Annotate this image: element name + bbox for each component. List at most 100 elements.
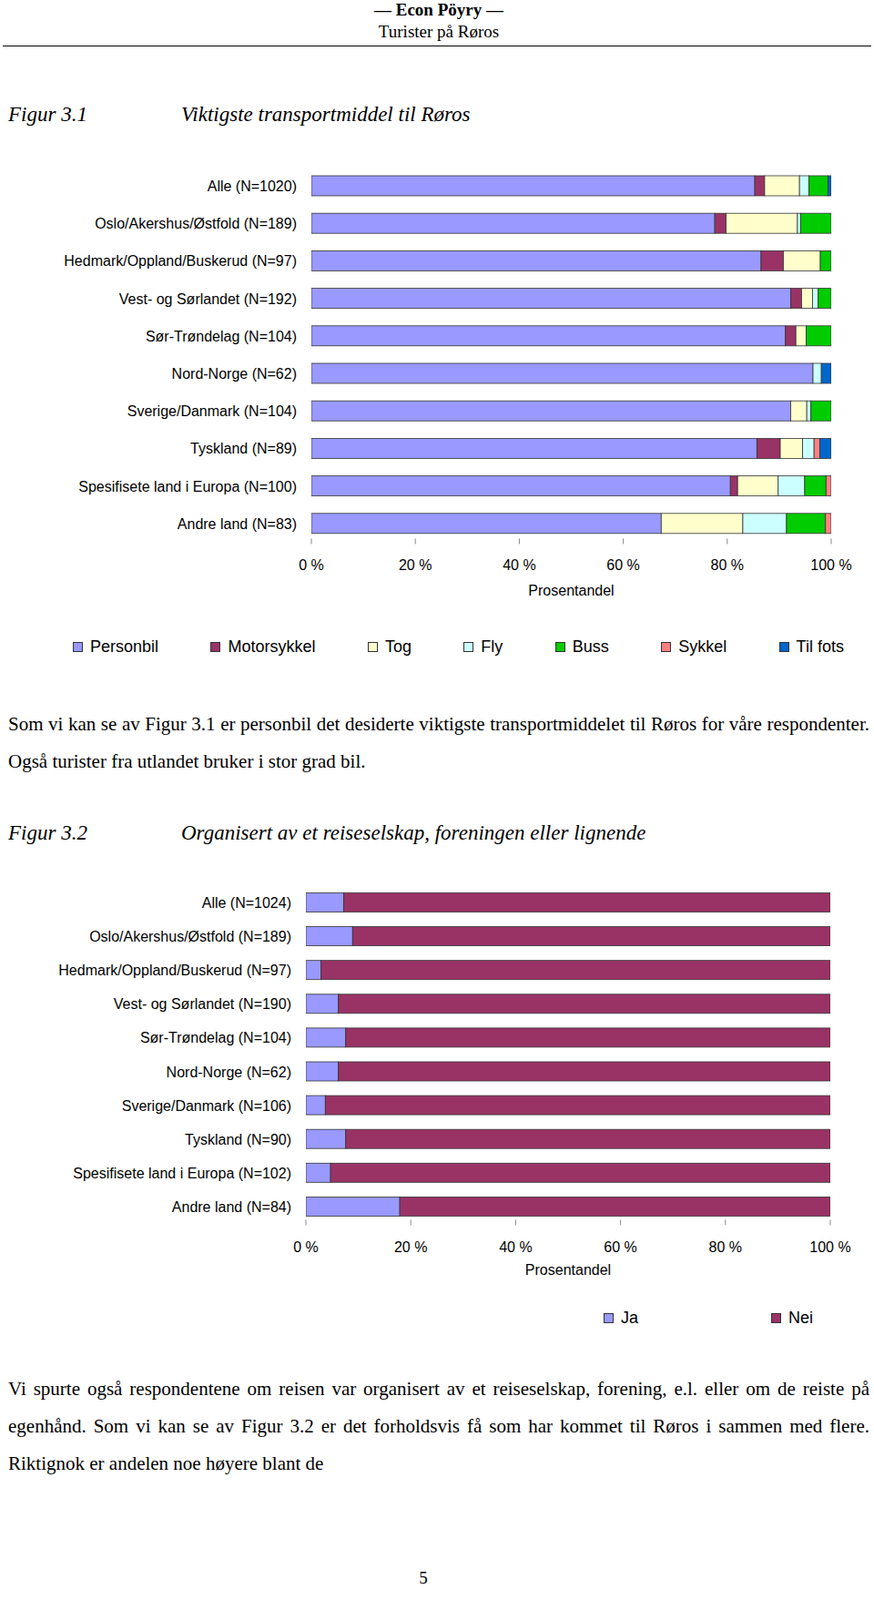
legend-label: Ja: [620, 1308, 639, 1328]
bar-segment: [730, 476, 738, 497]
legend-item: Tog: [367, 637, 412, 657]
bar-segment: [311, 325, 786, 346]
x-tick-label: 0 %: [298, 557, 325, 573]
legend-label: Personbil: [90, 637, 159, 657]
bar-segment: [802, 437, 815, 458]
bar-segment: [399, 1196, 831, 1216]
x-tick-label: 40 %: [498, 1239, 532, 1255]
bar-segment: [786, 513, 826, 534]
x-tick: [726, 538, 728, 544]
legend-swatch: [603, 1312, 614, 1323]
bar-segment: [778, 476, 805, 497]
bars: [311, 175, 832, 534]
category-label: Spesifisete land i Europa (N=102): [72, 1165, 292, 1181]
bar-segment: [305, 1027, 346, 1047]
legend-swatch: [555, 641, 566, 652]
legend-label: Tog: [385, 637, 412, 657]
bar-segment: [345, 1027, 831, 1047]
header-title: — Econ Pöyry —: [0, 0, 874, 21]
bar-segment: [785, 325, 796, 346]
bar-segment: [831, 288, 833, 309]
legend-swatch: [779, 641, 790, 652]
bar-segment: [311, 250, 762, 271]
legend-label: Nei: [788, 1308, 814, 1328]
bar-segment: [305, 1128, 346, 1149]
category-label: Alle (N=1024): [202, 894, 292, 911]
x-tick-label: 100 %: [810, 557, 852, 573]
x-tick-label: 40 %: [502, 557, 536, 573]
category-label: Nord-Norge (N=62): [166, 1064, 292, 1080]
bar-segment: [761, 250, 784, 271]
bar-segment: [782, 250, 821, 271]
header-rule: [2, 45, 872, 47]
legend-label: Til fots: [796, 637, 844, 657]
bar-segment: [812, 288, 818, 309]
bar-segment: [831, 325, 833, 346]
bar-segment: [825, 476, 832, 497]
bar-segment: [811, 400, 832, 421]
paragraph: Som vi kan se av Figur 3.1 er personbil …: [8, 705, 870, 781]
chart-title: Organisert av et reiseselskap, foreninge…: [181, 821, 646, 845]
legend-item: Til fots: [779, 637, 844, 657]
bar-segment: [818, 288, 832, 309]
bar-segment: [797, 213, 801, 234]
bar-segment: [831, 213, 833, 234]
bar-segment: [790, 400, 807, 421]
bar-segment: [305, 1095, 326, 1115]
legend-swatch: [463, 641, 474, 652]
legend-swatch: [660, 641, 671, 652]
bar-segment: [311, 363, 814, 384]
figure-label: Figur 3.1: [8, 102, 88, 127]
bar-segment: [831, 400, 833, 421]
legend-item: Ja: [603, 1308, 639, 1328]
bar-segment: [321, 960, 831, 980]
bar-segment: [311, 513, 661, 534]
bar-segment: [820, 250, 832, 271]
legend: PersonbilMotorsykkelTogFlyBussSykkelTil …: [72, 637, 844, 657]
category-label: Alle (N=1020): [207, 178, 297, 194]
legend-label: Sykkel: [678, 637, 727, 657]
bar-segment: [311, 213, 715, 234]
bar-segment: [800, 213, 832, 234]
legend-swatch: [210, 641, 221, 652]
x-tick: [830, 1219, 832, 1225]
x-axis-label: Prosentandel: [311, 582, 832, 600]
bar-segment: [804, 476, 826, 497]
legend-label: Motorsykkel: [227, 637, 316, 657]
bar-segment: [338, 1061, 831, 1081]
bar-segment: [808, 175, 828, 196]
bar-segment: [305, 1196, 400, 1216]
x-tick: [515, 1219, 517, 1225]
legend-label: Buss: [572, 637, 610, 657]
bar-segment: [311, 437, 757, 458]
category-label: Sverige/Danmark (N=104): [127, 403, 297, 419]
x-tick: [311, 538, 313, 544]
category-label: Sverige/Danmark (N=106): [121, 1097, 292, 1114]
category-label: Tyskland (N=89): [190, 440, 297, 457]
bar-segment: [819, 437, 832, 458]
category-label: Sør-Trøndelag (N=104): [140, 1029, 292, 1046]
bar-segment: [345, 1128, 831, 1149]
category-label: Oslo/Akershus/Østfold (N=189): [89, 928, 292, 945]
bar-segment: [831, 213, 833, 234]
category-label: Andre land (N=84): [172, 1199, 292, 1215]
bar-segment: [311, 476, 731, 497]
category-label: Tyskland (N=90): [184, 1131, 292, 1148]
x-axis-label: Prosentandel: [305, 1261, 831, 1279]
bar-segment: [330, 1162, 831, 1182]
bar-segment: [343, 893, 831, 913]
x-tick-label: 80 %: [709, 1239, 742, 1255]
bar-segment: [305, 960, 322, 980]
bar-segment: [352, 926, 831, 946]
bar-segment: [756, 437, 781, 458]
bar-segment: [311, 288, 791, 309]
bar-segment: [311, 400, 791, 421]
bar-segment: [801, 288, 813, 309]
x-tick: [619, 1219, 621, 1225]
x-tick-label: 80 %: [711, 557, 744, 573]
bar-segment: [754, 175, 765, 196]
bar-segment: [795, 325, 806, 346]
x-tick-label: 100 %: [809, 1239, 851, 1255]
bar-segment: [831, 513, 833, 534]
legend-swatch: [771, 1312, 782, 1323]
